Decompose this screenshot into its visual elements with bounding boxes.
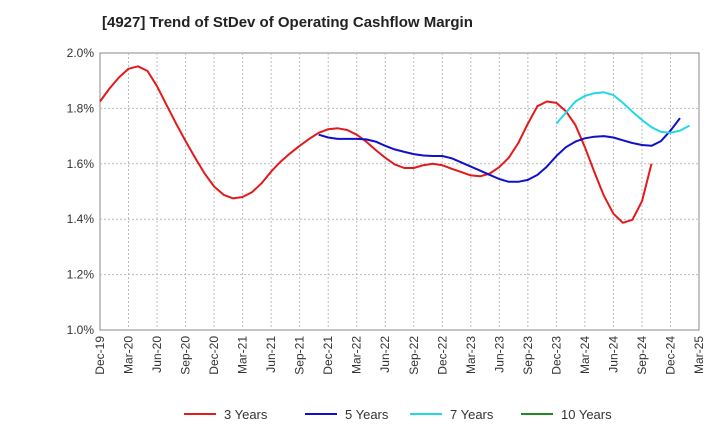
y-tick-label: 1.0% — [67, 323, 95, 337]
x-tick-label: Mar-22 — [350, 336, 364, 374]
chart-title: [4927] Trend of StDev of Operating Cashf… — [102, 14, 473, 31]
x-tick-label: Jun-23 — [492, 336, 506, 373]
legend-label-5-years: 5 Years — [345, 407, 389, 422]
x-tick-label: Dec-20 — [207, 336, 221, 375]
x-tick-label: Mar-25 — [692, 336, 706, 374]
y-tick-label: 1.6% — [67, 157, 95, 171]
y-tick-label: 1.2% — [67, 268, 95, 282]
x-tick-label: Dec-19 — [93, 336, 107, 375]
legend-label-7-years: 7 Years — [450, 407, 494, 422]
x-tick-label: Mar-20 — [122, 336, 136, 374]
x-tick-label: Dec-21 — [321, 336, 335, 375]
series-line-5-years — [318, 117, 681, 183]
y-tick-label: 1.8% — [67, 101, 95, 115]
legend-label-3-years: 3 Years — [224, 407, 268, 422]
y-axis-ticks: 1.0% 1.2% 1.4% 1.6% 1.8% 2.0% — [67, 46, 95, 337]
series-line-3-years — [99, 65, 653, 224]
x-tick-label: Jun-20 — [150, 336, 164, 373]
y-tick-label: 1.4% — [67, 212, 95, 226]
legend-label-10-years: 10 Years — [561, 407, 612, 422]
x-tick-label: Jun-24 — [606, 336, 620, 373]
x-tick-label: Jun-22 — [378, 336, 392, 373]
x-tick-label: Dec-22 — [435, 336, 449, 375]
x-tick-label: Mar-23 — [464, 336, 478, 374]
x-tick-label: Mar-24 — [578, 336, 592, 374]
x-tick-label: Sep-20 — [179, 336, 193, 375]
x-tick-label: Mar-21 — [236, 336, 250, 374]
legend: 3 Years 5 Years 7 Years 10 Years — [184, 407, 612, 422]
series-line-7-years — [555, 91, 690, 134]
x-tick-label: Sep-24 — [635, 336, 649, 375]
plot-area — [99, 52, 700, 331]
x-tick-label: Sep-21 — [293, 336, 307, 375]
x-tick-label: Dec-24 — [663, 336, 677, 375]
series-lines — [99, 65, 690, 224]
x-axis-ticks: Dec-19 Mar-20 Jun-20 Sep-20 Dec-20 Mar-21 Jun-… — [93, 336, 706, 375]
x-tick-label: Jun-21 — [264, 336, 278, 373]
x-tick-label: Sep-22 — [407, 336, 421, 375]
y-tick-label: 2.0% — [67, 46, 95, 60]
x-tick-label: Sep-23 — [521, 336, 535, 375]
x-tick-label: Dec-23 — [549, 336, 563, 375]
